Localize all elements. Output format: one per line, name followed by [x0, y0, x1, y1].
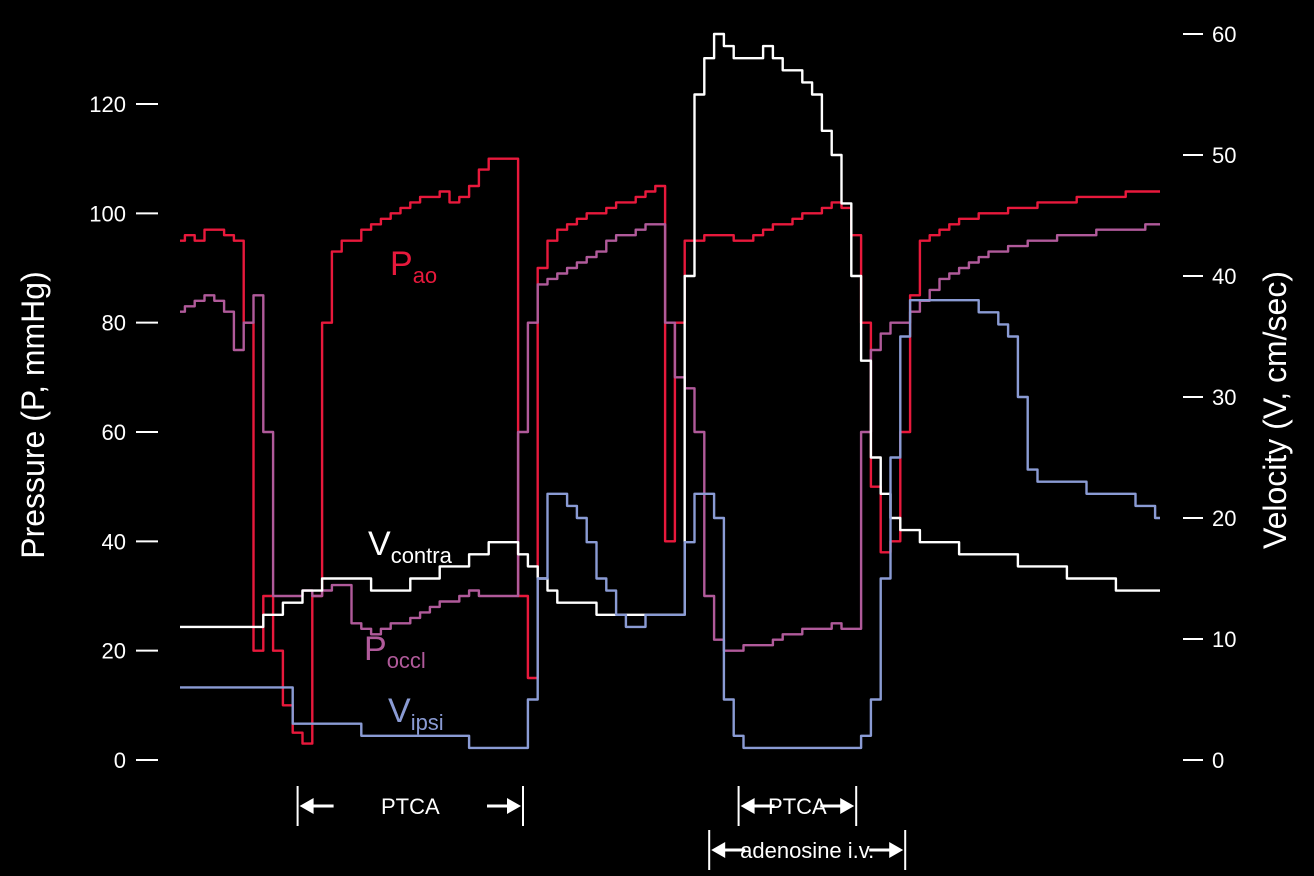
series-group [180, 32, 1160, 750]
series-line-ipsi [180, 299, 1160, 750]
series-label-ipsi: Vipsi [388, 692, 444, 735]
left-axis-title: Pressure (P, mmHg) [15, 271, 51, 558]
series-label-sub-ipsi: ipsi [411, 710, 444, 735]
series-label-main-ao: P [390, 245, 413, 283]
series-label-sub-occl: occl [387, 648, 426, 673]
left-tick-label-5: 100 [89, 201, 126, 226]
series-label-main-ipsi: V [388, 692, 411, 730]
interval-end-arrow-2 [889, 842, 904, 858]
left-axis: 0 20 40 60 80 100 120 [89, 92, 158, 773]
series-line-ao [180, 157, 1160, 745]
right-tick-label-6: 60 [1212, 22, 1236, 47]
series-label-main-contra: V [368, 525, 391, 563]
left-tick-label-3: 60 [102, 420, 126, 445]
interval-start-arrow-1 [740, 798, 755, 814]
intervals: PTCA PTCA adenosine i.v. [296, 786, 907, 870]
series-label-sub-ao: ao [413, 263, 437, 288]
interval-start-arrow-0 [299, 798, 314, 814]
right-tick-label-2: 20 [1212, 506, 1236, 531]
series-label-contra: Vcontra [368, 525, 453, 568]
right-tick-label-4: 40 [1212, 264, 1236, 289]
left-tick-label-6: 120 [89, 92, 126, 117]
right-tick-label-5: 50 [1212, 143, 1236, 168]
left-tick-label-1: 20 [102, 639, 126, 664]
left-tick-label-4: 80 [102, 311, 126, 336]
interval-end-arrow-1 [840, 798, 855, 814]
series-label-ao: Pao [390, 245, 437, 288]
right-tick-label-1: 10 [1212, 627, 1236, 652]
interval-end-arrow-0 [507, 798, 521, 814]
series-line-contra [180, 32, 1160, 629]
right-axis-title: Velocity (V, cm/sec) [1257, 271, 1293, 549]
series-label-occl: Poccl [364, 630, 426, 673]
series-line-occl [180, 223, 1160, 652]
right-tick-label-0: 0 [1212, 748, 1224, 773]
series-label-main-occl: P [364, 630, 387, 668]
series-label-sub-contra: contra [391, 543, 453, 568]
left-tick-label-2: 40 [102, 529, 126, 554]
left-tick-label-0: 0 [114, 748, 126, 773]
interval-label-2: adenosine i.v. [740, 838, 874, 863]
right-axis: 0 10 20 30 40 50 60 [1183, 22, 1236, 773]
interval-label-0: PTCA [381, 794, 440, 819]
right-tick-label-3: 30 [1212, 385, 1236, 410]
interval-start-arrow-2 [711, 842, 726, 858]
interval-label-1: PTCA [768, 794, 827, 819]
